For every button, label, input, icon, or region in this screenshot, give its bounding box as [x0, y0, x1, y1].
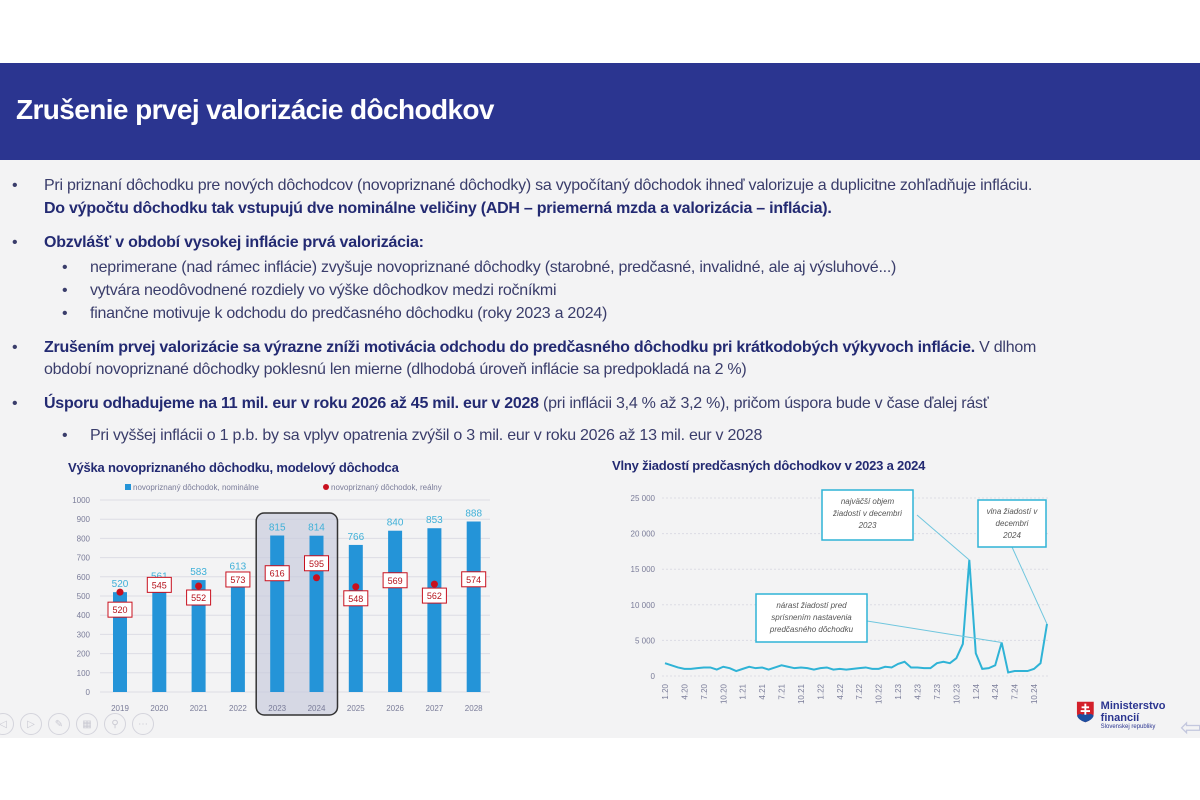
line-chart-title: Vlny žiadostí predčasných dôchodkov v 20…	[612, 458, 926, 473]
logo-name: Ministerstvo financií	[1100, 700, 1166, 724]
bullet-1-line-2: Do výpočtu dôchodku tak vstupujú dve nom…	[44, 200, 832, 217]
bullet: •	[62, 305, 68, 322]
page-title: Zrušenie prvej valorizácie dôchodkov	[16, 94, 495, 125]
back-arrow-icon[interactable]: ⇦	[1180, 712, 1200, 742]
slides-icon[interactable]: ▦	[76, 713, 98, 735]
header-bar	[0, 63, 1200, 160]
bullet-3-bold: Zrušením prvej valorizácie sa výrazne zn…	[44, 339, 975, 356]
slideshow-controls: ◁ ▷ ✎ ▦ ⚲ ⋯	[0, 713, 154, 735]
bullet: •	[12, 395, 18, 412]
bullet-4: Úsporu odhadujeme na 11 mil. eur v roku …	[44, 395, 989, 413]
bullet-4-bold: Úsporu odhadujeme na 11 mil. eur v roku …	[44, 395, 539, 412]
zoom-icon[interactable]: ⚲	[104, 713, 126, 735]
bullet: •	[12, 234, 18, 251]
pen-icon[interactable]: ✎	[48, 713, 70, 735]
bullet-2: Obzvlášť v období vysokej inflácie prvá …	[44, 234, 424, 251]
bullet: •	[12, 339, 18, 356]
bullet-4-sub-1: Pri vyššej inflácii o 1 p.b. by sa vplyv…	[90, 427, 763, 444]
logo-sub: Slovenskej republiky	[1100, 724, 1156, 730]
bullet: •	[12, 177, 18, 194]
bullet-2-sub-3: finančne motivuje k odchodu do predčasné…	[90, 305, 608, 322]
bullet: •	[62, 427, 68, 444]
bullet-2-sub-1: neprimerane (nad rámec inflácie) zvyšuje…	[90, 259, 897, 276]
coat-of-arms-icon	[1076, 701, 1094, 723]
next-slide-icon[interactable]: ▷	[20, 713, 42, 735]
bar-chart-title: Výška novopriznaného dôchodku, modelový …	[68, 460, 399, 475]
bullet-3-line-1: Zrušením prvej valorizácie sa výrazne zn…	[44, 339, 1036, 357]
prev-slide-icon[interactable]: ◁	[0, 713, 14, 735]
bullet: •	[62, 282, 68, 299]
bullet: •	[62, 259, 68, 276]
bullet-3-line-2: období novopriznané dôchodky poklesnú le…	[44, 361, 747, 378]
more-icon[interactable]: ⋯	[132, 713, 154, 735]
ministry-logo: Ministerstvo financií Slovenskej republi…	[1076, 700, 1200, 730]
bullet-4-rest: (pri inflácii 3,4 % až 3,2 %), pričom ús…	[538, 395, 989, 412]
bullet-2-sub-2: vytvára neodôvodnené rozdiely vo výške d…	[90, 282, 557, 299]
bullet-1-line-1: Pri priznaní dôchodku pre nových dôchodc…	[44, 177, 1033, 194]
bullet-3-rest: V dlhom	[974, 339, 1037, 356]
